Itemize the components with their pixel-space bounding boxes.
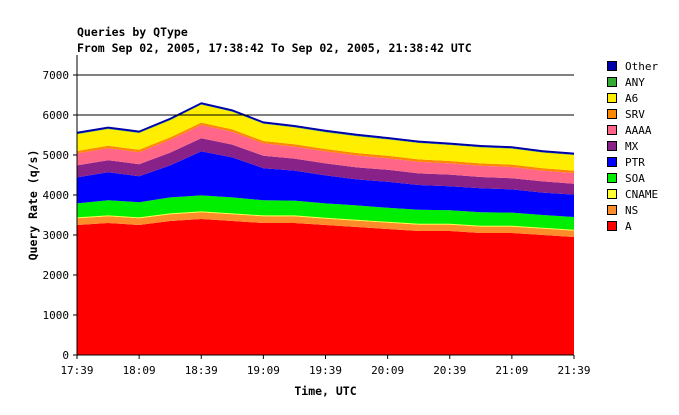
legend-swatch bbox=[607, 189, 617, 199]
area-ns bbox=[77, 212, 574, 237]
y-tick-label: 0 bbox=[62, 349, 69, 362]
area-soa bbox=[77, 195, 574, 230]
x-axis-label: Time, UTC bbox=[294, 384, 357, 398]
x-tick-label: 19:09 bbox=[247, 364, 280, 377]
legend-item-aaaa: AAAA bbox=[607, 122, 658, 138]
area-aaaa bbox=[77, 125, 574, 184]
area-a6 bbox=[77, 104, 574, 171]
area-srv bbox=[77, 122, 574, 173]
legend-label: Other bbox=[625, 59, 659, 73]
chart-title: Queries by QType bbox=[77, 25, 188, 39]
x-tick-label: 17:39 bbox=[60, 364, 93, 377]
legend-swatch bbox=[607, 221, 617, 231]
legend-label: SRV bbox=[625, 107, 645, 121]
y-tick-label: 4000 bbox=[43, 189, 70, 202]
legend-item-ns: NS bbox=[607, 202, 658, 218]
x-tick-label: 18:39 bbox=[185, 364, 218, 377]
legend-item-cname: CNAME bbox=[607, 186, 658, 202]
y-tick-label: 5000 bbox=[43, 149, 70, 162]
legend-item-srv: SRV bbox=[607, 106, 658, 122]
legend-label: CNAME bbox=[625, 187, 659, 201]
x-tick-label: 18:09 bbox=[123, 364, 156, 377]
legend-item-a: A bbox=[607, 218, 658, 234]
legend-item-soa: SOA bbox=[607, 170, 658, 186]
legend-swatch bbox=[607, 125, 617, 135]
y-axis-label: Query Rate (q/s) bbox=[26, 149, 40, 261]
axes: 0 1000 2000 3000 4000 5000 6000 7000 17:39 18:09 1… bbox=[43, 55, 591, 377]
legend-item-ptr: PTR bbox=[607, 154, 658, 170]
area-a bbox=[77, 219, 574, 355]
y-tick-label: 6000 bbox=[43, 109, 70, 122]
legend-swatch bbox=[607, 205, 617, 215]
legend-swatch bbox=[607, 157, 617, 167]
legend-swatch bbox=[607, 93, 617, 103]
legend-item-other: Other bbox=[607, 58, 658, 74]
legend-swatch bbox=[607, 141, 617, 151]
legend-item-a6: A6 bbox=[607, 90, 658, 106]
legend-label: SOA bbox=[625, 171, 645, 185]
legend-label: A6 bbox=[625, 91, 639, 105]
legend-swatch bbox=[607, 173, 617, 183]
legend: Other ANY A6 SRV AAAA MX PTR SOA CNAME NS A bbox=[607, 58, 658, 234]
area-other bbox=[77, 102, 574, 155]
x-tick-label: 20:09 bbox=[371, 364, 404, 377]
chart-subtitle: From Sep 02, 2005, 17:38:42 To Sep 02, 2… bbox=[77, 41, 472, 55]
legend-label: AAAA bbox=[625, 123, 652, 137]
y-tick-label: 2000 bbox=[43, 269, 70, 282]
area-ptr bbox=[77, 151, 574, 217]
x-tick-label: 21:39 bbox=[557, 364, 590, 377]
y-tick-label: 3000 bbox=[43, 229, 70, 242]
x-tick-label: 19:39 bbox=[309, 364, 342, 377]
legend-swatch bbox=[607, 109, 617, 119]
gridlines bbox=[77, 74, 574, 116]
legend-label: A bbox=[625, 219, 632, 233]
legend-label: ANY bbox=[625, 75, 645, 89]
stacked-areas bbox=[77, 102, 574, 355]
x-tick-label: 20:39 bbox=[433, 364, 466, 377]
area-mx bbox=[77, 138, 574, 195]
legend-item-mx: MX bbox=[607, 138, 658, 154]
legend-label: MX bbox=[625, 139, 639, 153]
y-tick-label: 7000 bbox=[43, 69, 70, 82]
x-tick-label: 21:09 bbox=[495, 364, 528, 377]
legend-label: PTR bbox=[625, 155, 645, 169]
legend-swatch bbox=[607, 77, 617, 87]
legend-swatch bbox=[607, 61, 617, 71]
legend-item-any: ANY bbox=[607, 74, 658, 90]
legend-label: NS bbox=[625, 203, 639, 217]
area-any bbox=[77, 104, 574, 155]
y-tick-label: 1000 bbox=[43, 309, 70, 322]
